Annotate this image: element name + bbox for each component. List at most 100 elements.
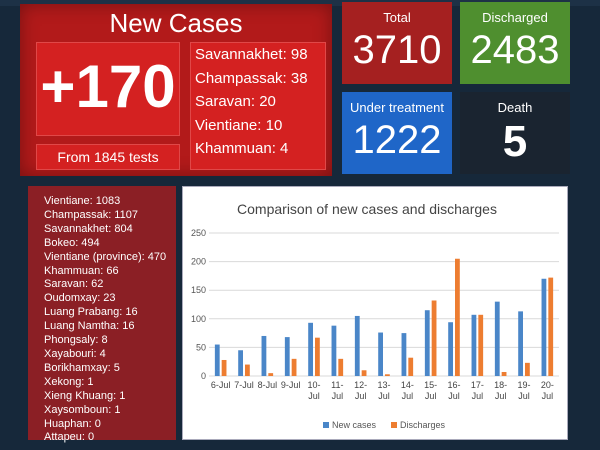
bar-new-cases <box>354 315 360 376</box>
x-tick-label: 13- <box>377 380 390 390</box>
x-tick-label: 10- <box>307 380 320 390</box>
x-tick-label: 9-Jul <box>281 380 301 390</box>
bar-new-cases <box>214 344 220 376</box>
province-total-item: Huaphan: 0 <box>44 417 101 430</box>
x-tick-label: 20- <box>541 380 554 390</box>
bar-discharges <box>408 357 414 376</box>
x-tick-label: 12- <box>354 380 367 390</box>
discharged-label: Discharged <box>482 10 548 25</box>
bar-new-cases <box>378 332 383 376</box>
bar-discharges <box>548 277 554 376</box>
new-case-province: Savannakhet: 98 <box>195 46 308 63</box>
under-treatment-label: Under treatment <box>350 100 444 115</box>
legend-swatch <box>391 422 397 428</box>
legend-label: New cases <box>332 420 377 430</box>
tests-box: From 1845 tests <box>36 144 180 170</box>
new-case-province: Khammuan: 4 <box>195 140 289 157</box>
province-total-item: Bokeo: 494 <box>44 236 100 249</box>
province-total-item: Xieng Khuang: 1 <box>44 389 126 402</box>
bar-new-cases <box>541 278 547 376</box>
x-tick-label: 8-Jul <box>258 380 278 390</box>
bar-discharges <box>268 373 274 376</box>
bar-discharges <box>291 358 297 376</box>
x-tick-label: 7-Jul <box>234 380 254 390</box>
new-case-province: Saravan: 20 <box>195 93 276 110</box>
bar-discharges <box>385 374 390 376</box>
death-label: Death <box>497 100 533 115</box>
province-total-item: Xekong: 1 <box>44 375 94 388</box>
x-tick-label: Jul <box>518 391 530 401</box>
bar-discharges <box>525 362 530 376</box>
death-tile: Death 5 <box>460 92 570 174</box>
x-tick-label: Jul <box>402 391 414 401</box>
province-total-item: Savannakhet: 804 <box>44 222 133 235</box>
x-tick-label: Jul <box>355 391 367 401</box>
province-total-item: Phongsaly: 8 <box>44 334 108 347</box>
legend-swatch <box>323 422 329 428</box>
bar-new-cases <box>471 314 477 376</box>
bar-new-cases <box>261 335 267 376</box>
bar-new-cases <box>518 311 523 376</box>
x-tick-label: 19- <box>517 380 530 390</box>
bar-discharges <box>431 300 437 376</box>
total-value: 3710 <box>352 28 442 72</box>
x-tick-label: Jul <box>472 391 484 401</box>
new-cases-count: +170 <box>40 53 176 120</box>
new-case-province: Vientiane: 10 <box>195 116 283 134</box>
bar-new-cases <box>448 322 453 376</box>
tests-label: From 1845 tests <box>57 149 159 165</box>
bar-discharges <box>338 358 344 376</box>
x-tick-label: Jul <box>448 391 460 401</box>
y-tick-label: 250 <box>191 228 206 238</box>
province-total-item: Saravan: 62 <box>44 278 104 291</box>
province-total-item: Xaysomboun: 1 <box>44 403 121 416</box>
bar-discharges <box>501 371 507 376</box>
province-total-item: Xayabouri: 4 <box>44 347 106 360</box>
bar-new-cases <box>308 322 313 376</box>
total-tile: Total 3710 <box>342 2 452 84</box>
bar-discharges <box>221 359 227 376</box>
bar-new-cases <box>238 350 243 376</box>
x-tick-label: 16- <box>447 380 460 390</box>
new-cases-title: New Cases <box>109 8 243 38</box>
y-tick-label: 50 <box>196 342 206 352</box>
bar-new-cases <box>494 301 500 376</box>
y-tick-label: 200 <box>191 257 206 267</box>
total-label: Total <box>383 10 411 25</box>
province-total-item: Luang Prabang: 16 <box>44 306 138 319</box>
x-tick-label: Jul <box>378 391 390 401</box>
legend-label: Discharges <box>400 420 446 430</box>
province-total-item: Attapeu: 0 <box>44 431 95 444</box>
y-tick-label: 0 <box>201 371 206 381</box>
x-tick-label: 17- <box>471 380 484 390</box>
bar-discharges <box>315 337 320 376</box>
bar-discharges <box>245 364 250 376</box>
comparison-chart-panel: Comparison of new cases and discharges 0 5… <box>182 186 568 440</box>
under-treatment-value: 1222 <box>352 118 442 162</box>
province-total-item: Vientiane (province): 470 <box>44 250 167 263</box>
x-tick-label: 11- <box>331 380 343 390</box>
new-cases-panel: New Cases +170 From 1845 tests Savannakh… <box>20 4 332 176</box>
x-tick-label: 6-Jul <box>211 380 231 390</box>
x-tick-label: 18- <box>494 380 507 390</box>
province-total-item: Oudomxay: 23 <box>44 292 116 305</box>
new-cases-by-province: Savannakhet: 98 Champassak: 38 Saravan: … <box>190 42 326 170</box>
y-tick-label: 100 <box>191 314 206 324</box>
province-totals-list: Vientiane: 1083 Champassak: 1107 Savanna… <box>28 186 176 443</box>
under-treatment-tile: Under treatment 1222 <box>342 92 452 174</box>
y-tick-label: 150 <box>191 285 206 295</box>
bar-new-cases <box>424 310 430 376</box>
province-total-item: Champassak: 1107 <box>44 208 138 221</box>
comparison-chart: Comparison of new cases and discharges 0 5… <box>191 201 559 430</box>
province-total-item: Luang Namtha: 16 <box>44 320 135 333</box>
bar-discharges <box>361 370 367 376</box>
x-tick-label: Jul <box>332 391 344 401</box>
x-tick-label: Jul <box>425 391 437 401</box>
chart-title: Comparison of new cases and discharges <box>237 201 497 217</box>
x-tick-label: 15- <box>424 380 437 390</box>
new-case-province: Champassak: 38 <box>195 69 308 87</box>
bar-discharges <box>478 314 484 376</box>
background-strip <box>0 0 600 6</box>
x-tick-label: 14- <box>401 380 414 390</box>
x-tick-label: Jul <box>308 391 320 401</box>
